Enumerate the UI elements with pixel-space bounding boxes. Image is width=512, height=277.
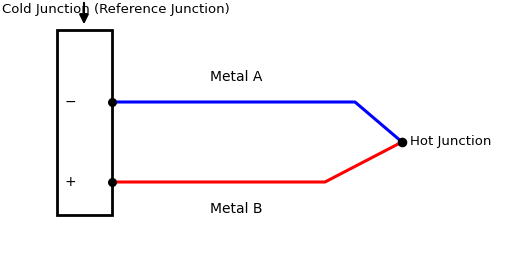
Text: Metal B: Metal B (210, 202, 263, 216)
Point (108, 100, 116, 104)
Point (398, 140, 406, 144)
Text: Hot Junction: Hot Junction (410, 135, 492, 148)
Text: Metal A: Metal A (210, 70, 262, 84)
Point (108, 180, 116, 184)
Text: Cold Junction (Reference Junction): Cold Junction (Reference Junction) (2, 2, 230, 16)
Text: −: − (64, 95, 76, 109)
Text: +: + (64, 175, 76, 189)
Bar (57, 30, 112, 215)
